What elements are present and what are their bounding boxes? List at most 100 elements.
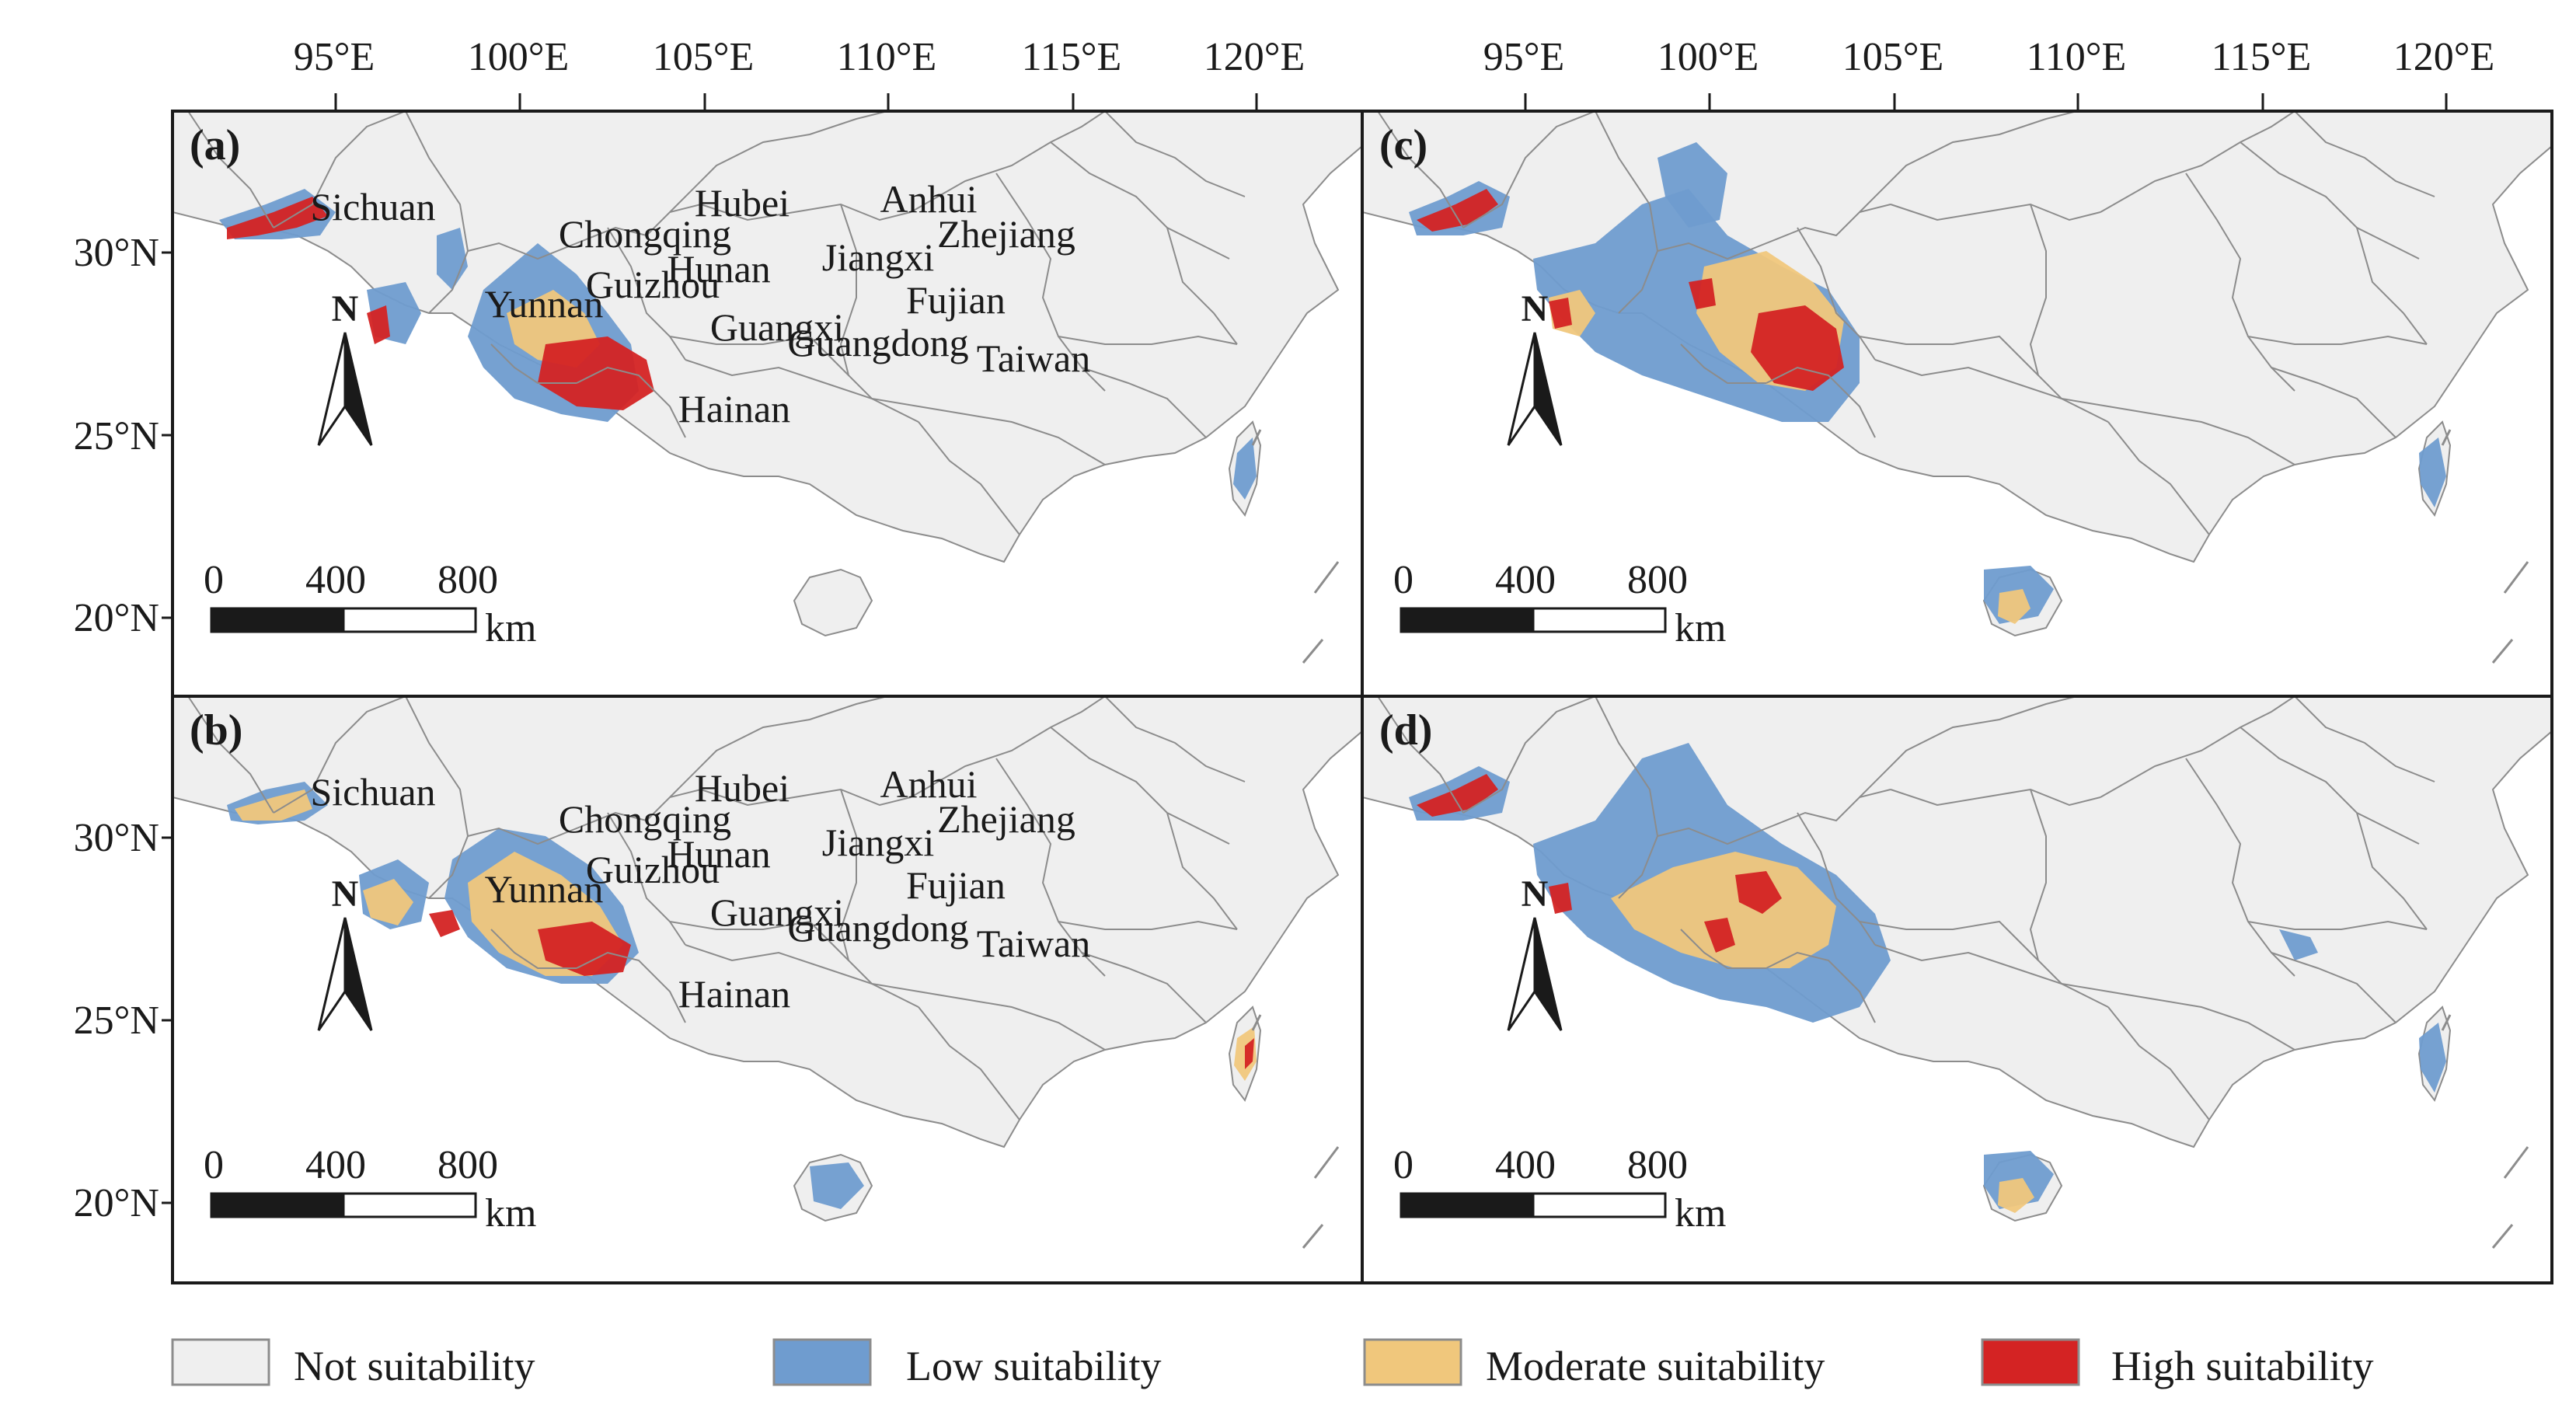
high-suitability-area [538, 922, 631, 976]
x-axis-right: 95°E 100°E 105°E 110°E 115°E 120°E [1483, 35, 2495, 79]
province-border [669, 111, 888, 213]
province-label: Jiangxi [822, 235, 934, 279]
scale-unit-label: km [1675, 606, 1726, 650]
province-label: Anhui [880, 177, 978, 221]
province-label: Guizhou [586, 848, 720, 891]
province-border [1657, 789, 1891, 845]
province-border [918, 421, 1020, 535]
panel-c: Tibet Sichuan Hubei Anhui Chongqing ZhejiangJ… [1362, 111, 2552, 696]
province-label: Tibet [14, 778, 95, 821]
x-tick-label: 105°E [653, 35, 755, 79]
province-border [2271, 952, 2396, 1023]
province-border [2294, 696, 2435, 782]
x-tick-label: 100°E [468, 35, 570, 79]
province-border [1081, 367, 1207, 438]
province-label: Yunnan [485, 867, 604, 911]
panel-b: Tibet Sichuan Hubei Anhui Chongqing ZhejiangJ… [14, 696, 1362, 1283]
boundary-dash [1251, 1014, 1262, 1031]
province-label: Hainan [678, 387, 790, 430]
province-border [467, 204, 702, 260]
x-tick-label: 115°E [1022, 35, 1122, 79]
north-arrow-label: N [332, 288, 359, 329]
province-label: Chongqing [559, 212, 731, 256]
north-arrow-right-half [343, 332, 373, 446]
north-arrow-right-half [1533, 332, 1563, 446]
boundary-dash [1313, 1146, 1340, 1179]
province-border [1680, 343, 1766, 384]
scale-bar-white-segment [342, 1192, 477, 1218]
mainland-land [173, 111, 1362, 563]
province-border [273, 111, 406, 228]
province-border [1874, 359, 2109, 423]
province-border [2356, 812, 2428, 930]
scale-tick-label: 800 [437, 558, 498, 602]
scale-tick-label: 800 [1627, 558, 1688, 602]
scale-tick-label: 0 [204, 558, 224, 602]
province-border [1377, 696, 1464, 814]
province-border [2061, 983, 2295, 1051]
province-border [2061, 398, 2295, 465]
province-border [1797, 227, 1876, 361]
province-border [700, 788, 912, 807]
north-arrow-right-half [1533, 917, 1563, 1031]
low-suitability-area [437, 228, 468, 290]
map-content: Tibet Sichuan Hubei Anhui Chongqing ZhejiangJ… [1362, 111, 2552, 696]
province-border [1104, 696, 1246, 782]
north-arrow-label: N [1522, 873, 1549, 915]
boundary-dash [1251, 429, 1262, 446]
scale-tick-label: 400 [305, 1143, 366, 1187]
panel-label: (c) [1379, 121, 1427, 169]
province-border [1166, 812, 1238, 930]
province-border [1859, 696, 2078, 798]
boundary-dash [2503, 1146, 2529, 1179]
high-suitability-area [429, 910, 460, 937]
low-suitability-area [2419, 1023, 2446, 1093]
province-label: Guangxi [710, 890, 844, 934]
province-border [1657, 204, 1891, 260]
province-border [405, 111, 469, 314]
province-border [1462, 696, 1596, 814]
province-border [2247, 335, 2428, 345]
legend-label: High suitability [2111, 1343, 2374, 1389]
x-tick-label: 95°E [1483, 35, 1565, 79]
y-axis-bottom: 30°N 25°N 20°N [74, 816, 159, 1225]
province-border [839, 789, 873, 985]
moderate-suitability-area [1998, 589, 2030, 624]
province-border [1890, 788, 2101, 807]
province-label: Zhejiang [937, 797, 1075, 841]
high-suitability-area [1417, 189, 1498, 232]
scale-tick-label: 400 [1495, 558, 1556, 602]
y-tick-marks [162, 251, 173, 1204]
high-suitability-area [1417, 774, 1498, 817]
x-tick-marks [334, 93, 2448, 111]
province-label: Fujian [906, 278, 1006, 322]
x-tick-label: 115°E [2212, 35, 2312, 79]
province-label: Guangdong [787, 906, 968, 950]
legend-label: Not suitability [294, 1343, 535, 1389]
scale-tick-label: 800 [437, 1143, 498, 1187]
panel-label: (d) [1379, 706, 1432, 755]
province-border [1050, 727, 1230, 845]
scale-bar-white-segment [1532, 1192, 1667, 1218]
high-suitability-area [367, 305, 390, 344]
province-border [607, 227, 686, 361]
moderate-suitability-area [363, 879, 413, 925]
low-suitability-area [2279, 929, 2318, 960]
scale-unit-label: km [485, 1191, 536, 1236]
province-border [1595, 696, 1659, 899]
province-label: Yunnan [485, 282, 604, 326]
high-suitability-area [1549, 883, 1572, 914]
high-suitability-area [1549, 298, 1572, 329]
province-label: Hainan [678, 972, 790, 1016]
x-tick-label: 95°E [294, 35, 375, 79]
boundary-dash [2491, 639, 2514, 664]
province-label: Zhejiang [937, 212, 1075, 256]
low-suitability-area [2419, 437, 2446, 507]
scale-bar-black-segment [1400, 1192, 1535, 1218]
province-border [1859, 920, 2039, 961]
province-label: Hubei [695, 766, 790, 810]
province-border [2240, 141, 2420, 260]
boundary-dash [2441, 1014, 2452, 1031]
